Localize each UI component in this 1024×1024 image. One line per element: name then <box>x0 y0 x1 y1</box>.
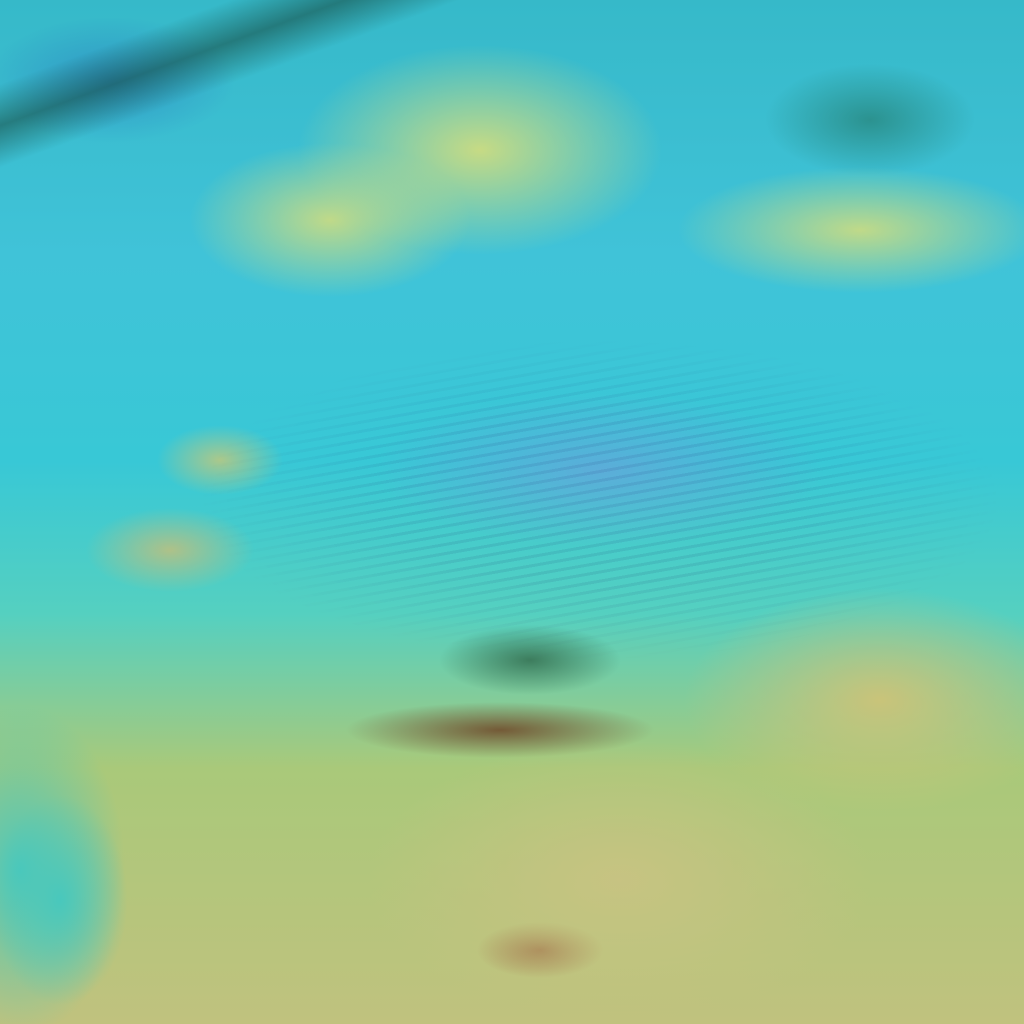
cellular-cloud-texture <box>0 0 1024 1024</box>
dark-cloud-streak <box>0 0 1024 1024</box>
satellite-image <box>0 0 1024 1024</box>
